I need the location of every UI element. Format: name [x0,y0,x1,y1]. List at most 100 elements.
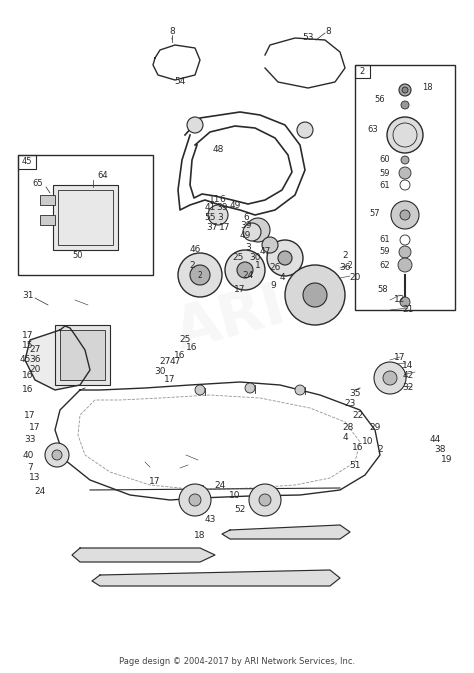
Circle shape [387,117,423,153]
Text: 16: 16 [22,371,34,380]
Text: 54: 54 [174,77,186,87]
Text: 10: 10 [229,491,241,499]
Text: 4: 4 [279,273,285,283]
Text: 57: 57 [370,209,380,217]
Circle shape [243,223,261,241]
Text: 8: 8 [325,26,331,36]
Circle shape [399,84,411,96]
Bar [355,65,370,78]
Circle shape [400,297,410,307]
Text: 65: 65 [33,178,43,188]
Text: 18: 18 [194,530,206,540]
Text: 24: 24 [242,271,254,279]
Text: 35: 35 [349,388,361,398]
Polygon shape [222,525,350,539]
Circle shape [195,385,205,395]
Text: 25: 25 [232,254,244,262]
Circle shape [374,362,406,394]
Text: 23: 23 [344,398,356,407]
Text: 39: 39 [216,203,228,211]
Text: 33: 33 [24,435,36,444]
Text: 17: 17 [234,285,246,295]
Text: 44: 44 [429,435,441,444]
Text: 21: 21 [402,306,414,314]
Text: 43: 43 [204,516,216,524]
Text: 24: 24 [214,481,226,489]
Text: 49: 49 [229,201,241,209]
Text: 38: 38 [434,446,446,454]
Circle shape [52,450,62,460]
Text: 3: 3 [245,244,251,252]
Text: 16: 16 [22,386,34,394]
Text: 2: 2 [189,260,195,269]
Text: 45: 45 [22,157,32,166]
Text: 59: 59 [380,248,390,256]
Circle shape [267,240,303,276]
Text: 8: 8 [169,28,175,36]
Polygon shape [25,326,90,390]
Text: 16: 16 [186,343,198,353]
Text: 3: 3 [217,213,223,223]
Circle shape [402,87,408,93]
Text: 46: 46 [189,246,201,254]
Text: 40: 40 [22,450,34,460]
Text: 58: 58 [378,285,388,295]
Circle shape [383,371,397,385]
Text: 14: 14 [402,361,414,369]
Bar [60,330,105,380]
Polygon shape [92,570,340,586]
Circle shape [45,443,69,467]
Text: 59: 59 [380,168,390,178]
Text: 16: 16 [174,351,186,359]
Text: 62: 62 [380,260,390,269]
Text: 55: 55 [204,213,216,221]
Text: 52: 52 [234,505,246,514]
Text: ARI: ARI [169,278,292,362]
Text: 61: 61 [380,180,390,190]
Text: 17: 17 [24,411,36,419]
Text: 36: 36 [339,264,351,273]
Text: 64: 64 [98,170,109,180]
Circle shape [297,122,313,138]
Circle shape [399,167,411,179]
Text: 6: 6 [219,195,225,205]
Text: 2: 2 [347,260,352,269]
Text: 30: 30 [249,254,261,262]
Text: 4: 4 [342,433,348,443]
Text: 60: 60 [380,155,390,164]
Circle shape [246,218,270,242]
Text: 15: 15 [22,341,34,349]
Text: 32: 32 [402,384,414,392]
Text: 25: 25 [179,336,191,345]
Circle shape [208,205,228,225]
Text: 16: 16 [352,444,364,452]
Bar [355,65,455,310]
Text: 17: 17 [164,376,176,384]
Text: 41: 41 [204,203,216,211]
Text: 17: 17 [219,223,231,232]
Text: 47: 47 [259,248,271,256]
Text: 17: 17 [394,353,406,363]
Circle shape [249,484,281,516]
Text: 51: 51 [349,460,361,470]
Text: 37: 37 [206,223,218,232]
Text: 2: 2 [359,67,365,75]
Bar [55,325,110,385]
Text: 18: 18 [422,83,432,92]
Circle shape [401,156,409,164]
Circle shape [259,494,271,506]
Text: 27: 27 [159,357,171,367]
Text: 17: 17 [29,423,41,433]
Text: 31: 31 [22,291,34,299]
Circle shape [262,237,278,253]
Circle shape [398,258,412,272]
Circle shape [178,253,222,297]
Text: 17: 17 [149,478,161,487]
Circle shape [400,210,410,220]
Text: 11: 11 [209,195,221,205]
Circle shape [285,265,345,325]
Text: 63: 63 [368,125,378,135]
Text: 36: 36 [29,355,41,365]
Circle shape [295,385,305,395]
Circle shape [237,262,253,278]
